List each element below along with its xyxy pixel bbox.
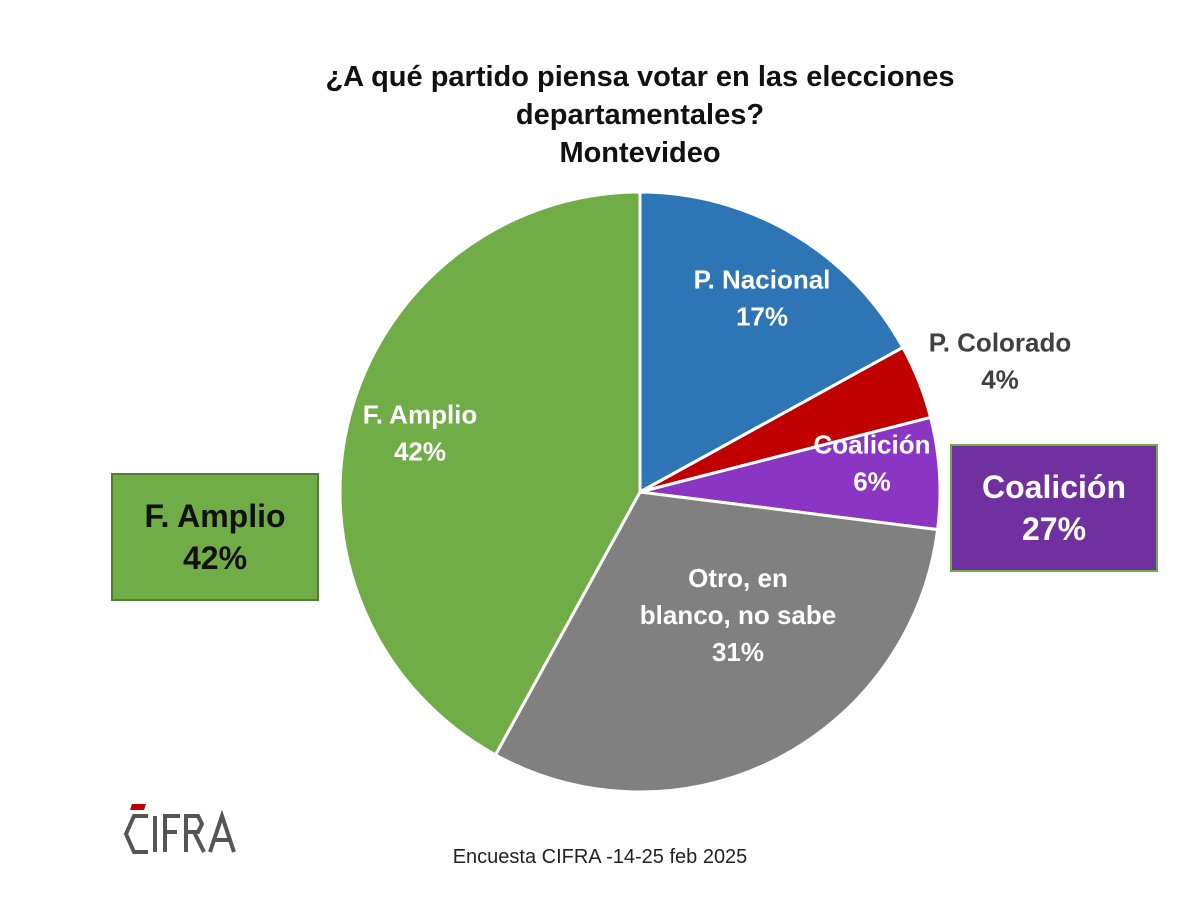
callout-f-amplio-label: F. Amplio — [144, 498, 286, 534]
chart-title-line-1: ¿A qué partido piensa votar en las elecc… — [325, 61, 955, 93]
logo-letter-r — [184, 814, 206, 853]
slice-label-3-line-0: Otro, en — [688, 563, 788, 593]
callout-coalicion: Coalición 27% — [950, 444, 1158, 572]
slice-label-1-line-1: 4% — [981, 364, 1019, 394]
slice-label-0-line-0: P. Nacional — [694, 264, 831, 294]
callout-coalicion-label: Coalición — [981, 469, 1126, 505]
logo-accent-mark — [130, 804, 146, 810]
chart-title-line-2: departamentales? — [515, 99, 765, 131]
slice-label-3-line-2: 31% — [712, 637, 764, 667]
callout-coalicion-value: 27% — [1021, 511, 1087, 547]
slice-label-3-line-1: blanco, no sabe — [640, 600, 837, 630]
slice-label-4-line-1: 42% — [394, 436, 446, 466]
pie-slice-4 — [338, 190, 642, 757]
logo-letter-f — [163, 814, 180, 852]
pie-slice-0 — [638, 190, 905, 495]
source-note: Encuesta CIFRA -14-25 feb 2025 — [452, 846, 748, 868]
callout-f-amplio: F. Amplio 42% — [111, 473, 319, 601]
chart-title-line-3: Montevideo — [559, 137, 721, 169]
slice-label-0-line-1: 17% — [736, 301, 788, 331]
pie-slice-3 — [493, 490, 940, 794]
slice-label-4-line-0: F. Amplio — [363, 399, 478, 429]
cifra-logo — [123, 804, 236, 854]
slice-label-2-line-0: Coalición — [813, 429, 930, 459]
logo-letter-c — [123, 814, 148, 854]
slice-label-2-line-1: 6% — [853, 466, 891, 496]
callout-f-amplio-value: 42% — [182, 540, 248, 576]
slice-label-1-line-0: P. Colorado — [929, 327, 1072, 357]
logo-letter-a — [208, 809, 236, 853]
chart-title: ¿A qué partido piensa votar en las elecc… — [290, 58, 990, 172]
